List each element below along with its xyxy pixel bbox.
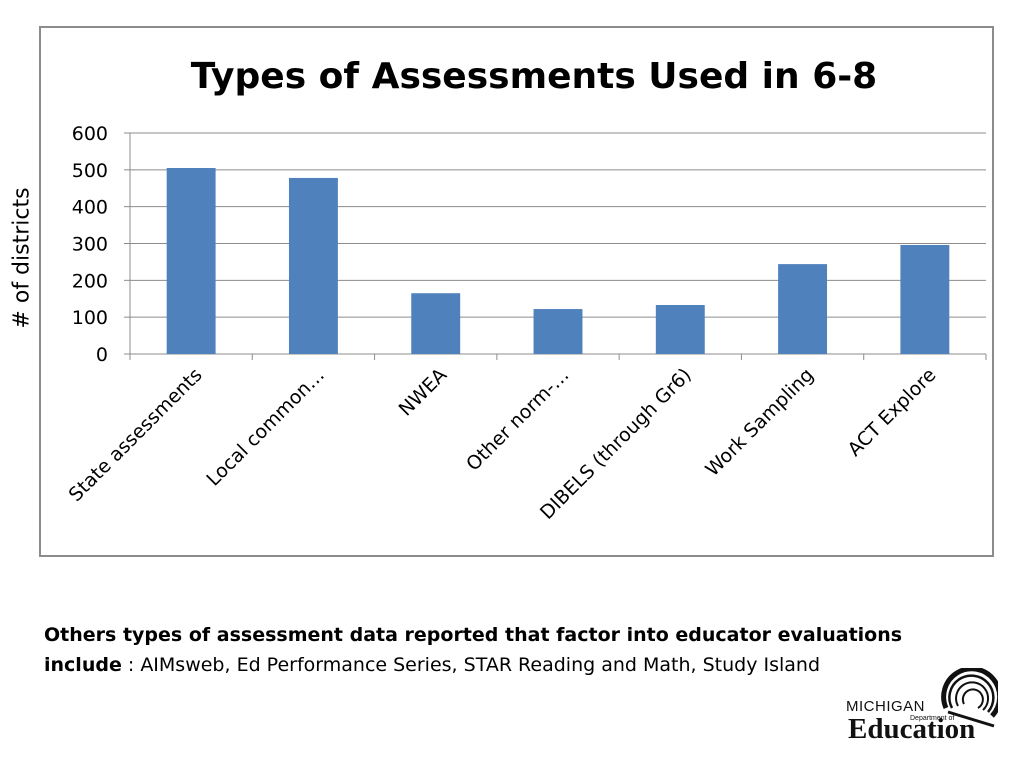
bar-chart: Types of Assessments Used in 6-8 0 100 200 3… <box>65 56 987 524</box>
y-tick-label: 600 <box>72 123 108 145</box>
bar <box>900 244 950 354</box>
footnote-separator: : <box>121 654 141 676</box>
bar <box>778 264 828 354</box>
y-tick-label: 0 <box>96 344 108 366</box>
x-tick-label: State assessments <box>65 364 207 506</box>
logo-education-text: Education <box>848 713 976 745</box>
michigan-education-logo: MICHIGAN Department of Education <box>846 668 998 744</box>
logo-department-text: Department of <box>910 715 955 722</box>
footnote: Others types of assessment data reported… <box>44 620 944 680</box>
y-tick-label: 100 <box>72 307 108 329</box>
x-tick-label: Work Sampling <box>701 364 818 481</box>
x-tick-label: ACT Explore <box>844 364 941 461</box>
y-tick-label: 300 <box>72 234 108 256</box>
bar <box>411 293 461 354</box>
y-tick-label: 200 <box>72 270 108 292</box>
y-axis-label: # of districts <box>9 187 35 329</box>
x-tick-label: Local common… <box>202 364 329 491</box>
state-emblem-icon <box>941 668 998 728</box>
y-tick-label: 400 <box>72 197 108 219</box>
x-tick-label: Other norm-… <box>462 364 573 475</box>
bar <box>288 177 338 354</box>
bar <box>166 167 216 354</box>
footnote-text: AIMsweb, Ed Performance Series, STAR Rea… <box>140 654 821 676</box>
bar <box>655 305 705 354</box>
chart-title: Types of Assessments Used in 6-8 <box>191 56 877 97</box>
footnote-bold-text: Others types of assessment data reported… <box>44 624 903 676</box>
logo-michigan-text: MICHIGAN <box>846 698 925 715</box>
x-tick-label: NWEA <box>395 364 452 421</box>
bar <box>533 309 583 354</box>
y-tick-label: 500 <box>72 160 108 182</box>
chart-frame: Types of Assessments Used in 6-8 0 100 200 3… <box>39 26 994 557</box>
